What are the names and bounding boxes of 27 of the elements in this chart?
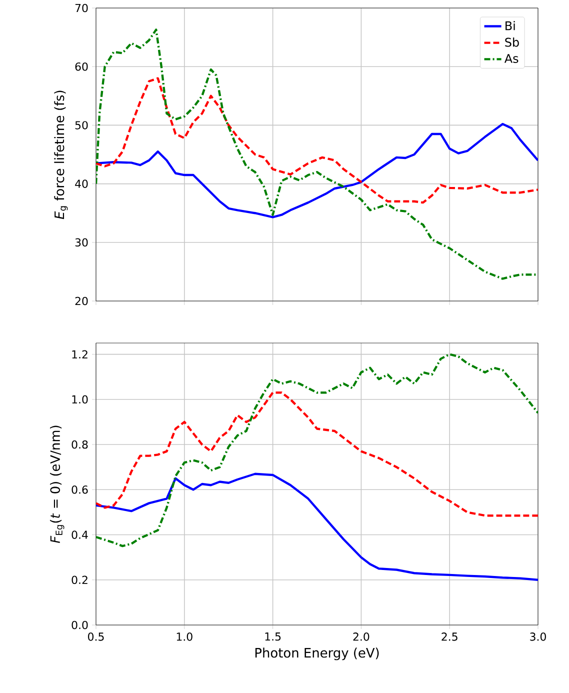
legend-label: As — [504, 54, 518, 63]
y-tick-label: 70 — [75, 4, 88, 12]
y-tick-label: 0.8 — [72, 440, 88, 449]
y-tick-label: 50 — [75, 121, 88, 130]
y-tick-label: 0.4 — [72, 530, 88, 539]
y-tick-label: 20 — [75, 296, 88, 306]
y-axis-title: E$_{g}$ force lifetime (fs) — [54, 90, 68, 220]
legend-label: Bi — [506, 20, 515, 30]
x-tick-label: 3.0 — [530, 632, 546, 641]
x-tick-label: 0.5 — [88, 632, 104, 641]
y-tick-label: 60 — [75, 62, 88, 71]
y-tick-label: 0.6 — [72, 486, 88, 494]
y-tick-label: 0.2 — [72, 576, 88, 584]
y-tick-label: 30 — [75, 238, 88, 247]
y-tick-label: 1.0 — [72, 395, 88, 404]
x-axis-title: Photon Energy (eV) — [255, 648, 379, 660]
y-tick-label: 0.0 — [72, 620, 88, 630]
x-tick-label: 2.5 — [442, 632, 458, 641]
line-series — [96, 472, 538, 581]
y-tick-label: 40 — [75, 180, 88, 188]
x-tick-label: 2.0 — [353, 632, 370, 641]
x-tick-label: 1.0 — [176, 632, 192, 641]
x-tick-label: 1.5 — [265, 632, 281, 641]
line-series — [96, 122, 538, 218]
y-tick-label: 1.2 — [72, 350, 88, 358]
y-axis-title: F$_{Eg}$(t = 0) (eV/nm) — [50, 426, 64, 544]
legend-label: Sb — [505, 38, 519, 47]
